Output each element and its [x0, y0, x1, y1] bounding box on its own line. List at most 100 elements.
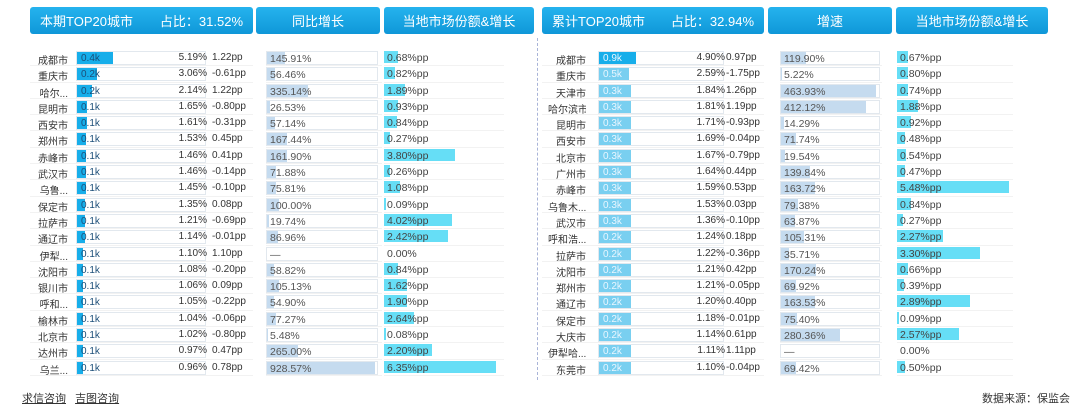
value-cell: 0.2k: [598, 230, 724, 245]
local-share-bar: [384, 328, 386, 341]
table-row: 伊犁哈... 0.2k 1.11% 1.11pp: [542, 343, 764, 361]
share-percent: 1.53%: [696, 198, 725, 210]
local-share-cell: 0.50%pp: [897, 360, 1011, 375]
share-percent: 1.45%: [178, 182, 207, 194]
local-share-value: 0.00%: [387, 247, 417, 260]
share-percent: 1.21%: [178, 214, 207, 226]
value-cell: 0.1k: [76, 230, 206, 245]
table-row: 西安市 0.1k 1.61% -0.31pp: [30, 115, 253, 132]
local-share-row: 0.08%pp: [384, 327, 504, 344]
growth-cell: 280.36%: [780, 328, 880, 343]
share-change: -0.69pp: [212, 214, 246, 226]
value-label: 0.1k: [81, 167, 100, 179]
value-bar: [599, 52, 636, 64]
value-bar: [599, 361, 631, 374]
value-label: 0.2k: [603, 346, 622, 358]
growth-row: 75.81%: [266, 180, 382, 197]
city-name: 成都市: [556, 56, 586, 67]
local-share-row: 1.89%pp: [384, 83, 504, 99]
value-cell: 0.1k: [76, 148, 206, 163]
value-bar: [599, 117, 631, 130]
value-label: 0.3k: [603, 101, 622, 113]
value-cell: 0.1k: [76, 295, 206, 310]
growth-cell: 463.93%: [780, 83, 880, 98]
local-share-cell: 0.68%pp: [384, 51, 498, 65]
growth-cell: 71.74%: [780, 132, 880, 147]
local-share-cell: 2.89%pp: [897, 295, 1011, 310]
growth-bar: [781, 329, 840, 342]
share-change: -0.01pp: [212, 231, 246, 243]
local-share-cell: 0.26%pp: [384, 165, 498, 180]
local-share-value: 0.84%pp: [387, 263, 429, 276]
city-name: 通辽市: [556, 300, 586, 312]
growth-bar: [267, 133, 287, 146]
local-share-bar: [384, 360, 496, 373]
share-percent: 1.18%: [696, 312, 725, 324]
growth-value: 69.42%: [784, 362, 820, 375]
growth-cell: 928.57%: [266, 360, 378, 375]
local-share-bar: [384, 51, 398, 63]
growth-bar: [781, 68, 782, 81]
local-share-row: 2.27%pp: [897, 229, 1013, 246]
share-change: 1.11pp: [726, 345, 756, 357]
growth-row: 19.74%: [266, 213, 382, 230]
growth-row: 69.92%: [780, 278, 882, 295]
growth-row: 167.44%: [266, 131, 382, 148]
footer-link-jitu[interactable]: 吉图咨询: [75, 393, 120, 405]
growth-row: 57.14%: [266, 115, 382, 132]
share-change: 0.53pp: [726, 182, 757, 194]
local-share-row: 3.30%pp: [897, 246, 1013, 262]
footer-link-qiuxin[interactable]: 求信咨询: [22, 393, 66, 405]
share-percent: 1.14%: [696, 329, 725, 341]
value-label: 0.2k: [603, 297, 622, 309]
share-percent: 0.97%: [178, 345, 207, 357]
local-share-row: 0.48%pp: [897, 131, 1013, 148]
city-name: 伊犁哈...: [548, 349, 586, 361]
growth-value: 928.57%: [270, 362, 312, 375]
left-local-header: 当地市场份额&增长: [384, 7, 534, 34]
growth-bar: [781, 198, 798, 211]
value-label: 0.2k: [603, 264, 622, 276]
local-share-value: 2.64%pp: [387, 312, 429, 325]
growth-row: 928.57%: [266, 360, 382, 376]
city-name: 哈尔滨市: [548, 104, 586, 116]
growth-value: 75.81%: [270, 183, 306, 196]
city-name: 赤峰市: [38, 153, 68, 165]
growth-bar: [267, 52, 285, 64]
share-percent: 2.14%: [178, 84, 207, 96]
local-share-bar: [384, 148, 455, 161]
local-share-row: 0.27%pp: [897, 213, 1013, 230]
value-cell: 0.1k: [76, 311, 206, 326]
share-percent: 1.65%: [178, 100, 207, 112]
value-label: 0.1k: [81, 183, 100, 195]
local-share-cell: 3.80%pp: [384, 148, 498, 163]
value-bar: [77, 68, 97, 81]
city-name: 沈阳市: [38, 267, 68, 279]
share-percent: 0.96%: [178, 361, 207, 373]
growth-bar: [781, 100, 866, 113]
growth-cell: 100.00%: [266, 197, 378, 212]
share-change: 0.41pp: [212, 149, 243, 161]
share-percent: 1.06%: [178, 280, 207, 292]
value-bar: [77, 149, 86, 162]
value-label: 0.2k: [81, 69, 100, 81]
share-change: -0.22pp: [212, 296, 246, 308]
value-label: 0.2k: [603, 362, 622, 374]
share-percent: 5.19%: [178, 52, 207, 63]
growth-value: 145.91%: [270, 53, 312, 65]
growth-value: 170.24%: [784, 264, 826, 277]
share-change: 0.40pp: [726, 296, 757, 308]
share-percent: 1.84%: [696, 84, 725, 96]
local-share-bar: [384, 344, 432, 357]
value-bar: [599, 84, 631, 97]
value-label: 0.1k: [81, 346, 100, 358]
share-change: 1.26pp: [726, 84, 757, 96]
right-title: 累计TOP20城市: [552, 14, 645, 29]
value-bar: [77, 312, 83, 325]
growth-bar: [781, 117, 784, 130]
city-name: 乌鲁...: [39, 186, 68, 198]
value-label: 0.1k: [81, 281, 100, 293]
share-percent: 1.69%: [696, 133, 725, 145]
data-source: 数据来源：保监会: [982, 393, 1070, 405]
value-cell: 0.2k: [598, 246, 724, 261]
